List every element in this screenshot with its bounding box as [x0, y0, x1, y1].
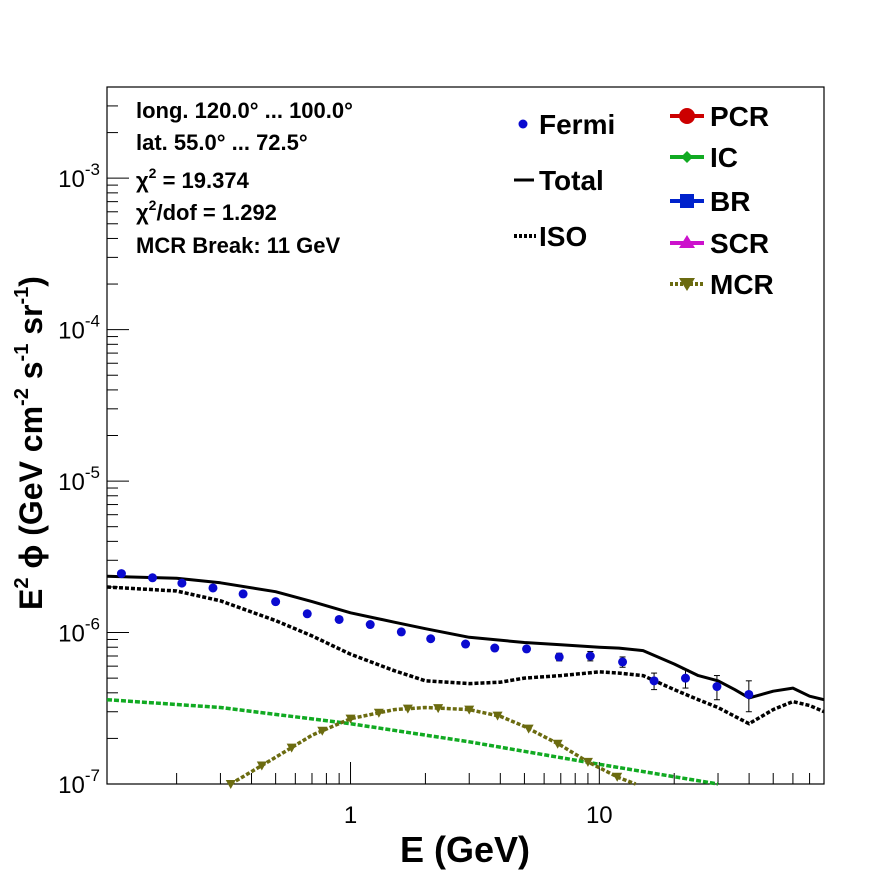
fermi-point — [365, 620, 375, 630]
legend-fermi-marker — [518, 119, 528, 129]
series-total-line — [106, 574, 825, 702]
series-layer — [106, 574, 825, 789]
series-mcr-marker — [225, 780, 236, 789]
fermi-point — [554, 652, 564, 662]
legend-pcr-marker — [679, 108, 695, 124]
legend-mcr-label: MCR — [710, 269, 774, 300]
y-tick-label: 10-3 — [58, 160, 100, 193]
legend-total-label: Total — [539, 165, 604, 196]
series-mcr-marker — [286, 743, 297, 753]
fermi-point — [302, 609, 312, 619]
series-mcr-marker — [373, 708, 384, 718]
y-axis-title: E2 ϕ (GeV cm-2 s-1 sr-1) — [11, 276, 49, 610]
y-tick-label: 10-4 — [58, 312, 100, 345]
fermi-point — [271, 597, 281, 607]
x-tick-labels: 1 10 — [344, 802, 613, 829]
fermi-point — [585, 651, 595, 661]
fermi-points — [116, 569, 754, 713]
x-tick-label: 10 — [586, 802, 613, 829]
legend-right: PCR IC BR SCR MCR — [670, 101, 774, 300]
series-mcr-marker — [612, 772, 623, 782]
y-tick-labels: 10-7 10-6 10-5 10-4 10-3 — [58, 160, 100, 799]
series-mcr-marker — [582, 757, 593, 767]
y-tick-label: 10-7 — [58, 766, 100, 799]
series-mcr-marker — [523, 724, 534, 734]
y-tick-label: 10-6 — [58, 615, 100, 648]
info-chi2-dof: χ2/dof = 1.292 — [136, 197, 277, 225]
info-box: long. 120.0° ... 100.0° lat. 55.0° ... 7… — [136, 98, 353, 258]
legend-iso-label: ISO — [539, 221, 587, 252]
fermi-point — [238, 589, 248, 599]
series-iso-line — [106, 585, 825, 726]
fermi-point — [618, 657, 628, 667]
legend-scr-marker — [679, 235, 695, 248]
fermi-point — [334, 614, 344, 624]
legend-br-marker — [680, 194, 694, 208]
legend-ic-marker — [681, 151, 693, 163]
fermi-point — [426, 634, 436, 644]
y-tick-label: 10-5 — [58, 463, 100, 496]
fermi-point — [148, 573, 158, 583]
x-tick-label: 1 — [344, 802, 357, 829]
fermi-point — [522, 644, 532, 654]
series-mcr-marker — [256, 761, 267, 771]
legend-br-label: BR — [710, 186, 750, 217]
legend-scr-label: SCR — [710, 228, 769, 259]
fermi-point — [712, 682, 722, 692]
fermi-point — [680, 673, 690, 683]
fermi-point — [649, 676, 659, 686]
legend-ic-label: IC — [710, 142, 738, 173]
fermi-point — [208, 583, 218, 593]
fermi-point — [744, 689, 754, 699]
info-latitude: lat. 55.0° ... 72.5° — [136, 130, 308, 155]
series-ic-line — [106, 697, 719, 786]
series-mcr-marker — [317, 726, 328, 736]
fermi-point — [490, 643, 500, 653]
info-longitude: long. 120.0° ... 100.0° — [136, 98, 353, 123]
legend-pcr-label: PCR — [710, 101, 769, 132]
fermi-point — [396, 627, 406, 637]
info-chi2: χ2 = 19.374 — [136, 165, 250, 193]
fermi-point — [116, 569, 126, 579]
legend-mcr-marker — [679, 278, 695, 291]
info-mcr-break: MCR Break: 11 GeV — [136, 233, 341, 258]
series-mcr-marker — [345, 714, 356, 724]
series-mcr-marker — [464, 705, 475, 715]
fermi-point — [177, 578, 187, 588]
legend-fermi-label: Fermi — [539, 109, 615, 140]
fermi-point — [461, 639, 471, 649]
series-mcr-marker — [492, 711, 503, 721]
x-axis-title: E (GeV) — [400, 829, 530, 870]
series-mcr-marker — [552, 739, 563, 749]
axis-ticks — [107, 86, 825, 785]
series-mcr-marker — [433, 704, 444, 714]
series-mcr-marker — [402, 704, 413, 714]
legend-left: Fermi Total ISO — [514, 109, 615, 252]
